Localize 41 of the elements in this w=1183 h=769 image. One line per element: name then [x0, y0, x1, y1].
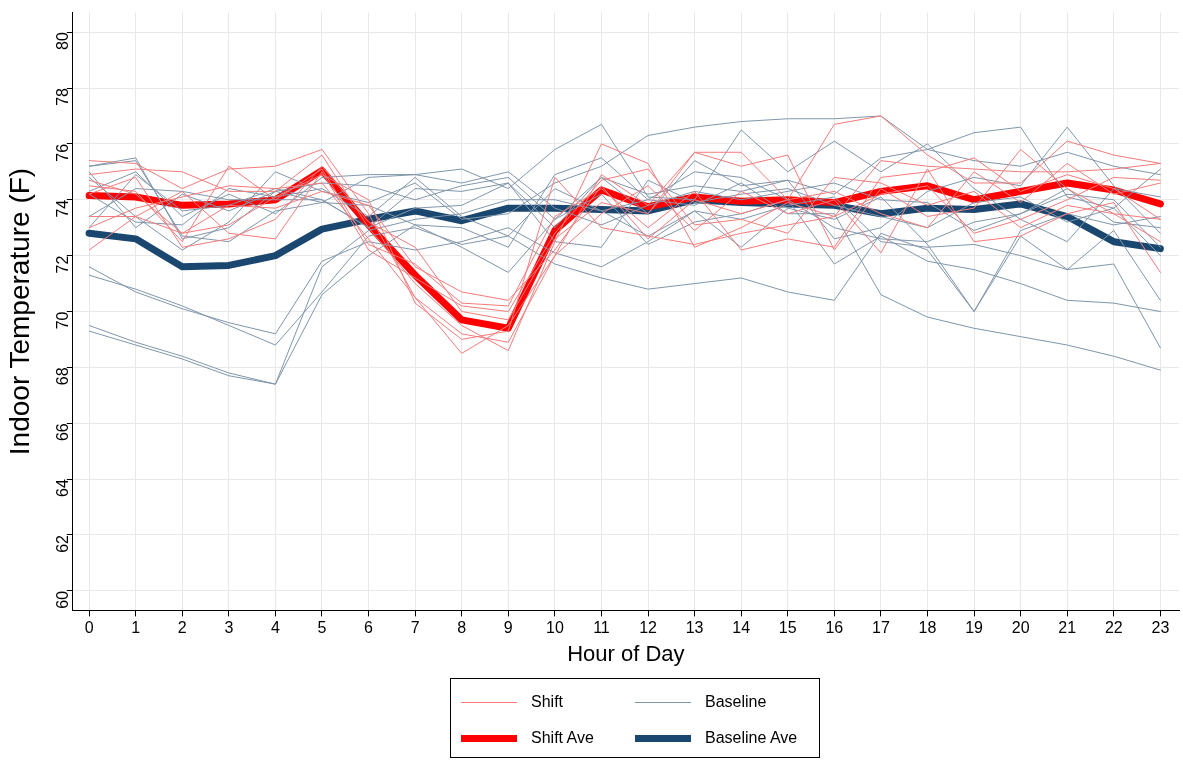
y-tick-label: 80 [54, 32, 72, 50]
legend-label: Baseline Ave [705, 729, 798, 747]
x-tick-label: 0 [84, 619, 94, 637]
x-tick-label: 15 [778, 619, 797, 637]
y-tick-label: 66 [54, 423, 72, 442]
x-tick-label: 4 [270, 619, 280, 637]
x-tick-label: 3 [224, 619, 234, 637]
y-tick-label: 70 [54, 311, 72, 330]
x-tick-label: 1 [131, 619, 141, 637]
x-axis-title: Hour of Day [567, 640, 685, 666]
y-tick-label: 78 [54, 87, 72, 106]
legend-label: Shift Ave [531, 729, 594, 747]
x-tick-label: 19 [965, 619, 984, 637]
y-tick-label: 60 [54, 590, 72, 609]
x-tick-label: 13 [685, 619, 704, 637]
x-tick-label: 16 [825, 619, 844, 637]
x-tick-label: 17 [872, 619, 890, 637]
x-tick-label: 21 [1058, 619, 1077, 637]
y-tick-label: 62 [54, 534, 72, 553]
y-tick-label: 64 [54, 479, 72, 497]
x-tick-label: 20 [1011, 619, 1030, 637]
y-tick-label: 68 [54, 367, 72, 386]
x-tick-label: 2 [177, 619, 187, 637]
x-tick-label: 14 [732, 619, 751, 637]
x-tick-label: 12 [639, 619, 658, 637]
y-tick-label: 72 [54, 255, 72, 274]
x-tick-label: 7 [410, 619, 420, 637]
x-tick-label: 9 [503, 619, 513, 637]
x-tick-label: 8 [457, 619, 467, 637]
legend-label: Shift [531, 693, 564, 711]
x-tick-label: 22 [1104, 619, 1123, 637]
x-tick-label: 5 [317, 619, 327, 637]
x-tick-label: 18 [918, 619, 937, 637]
x-tick-label: 6 [364, 619, 374, 637]
legend-label: Baseline [705, 693, 767, 711]
x-tick-label: 10 [545, 619, 564, 637]
x-tick-label: 23 [1151, 619, 1170, 637]
y-tick-label: 74 [54, 199, 72, 218]
y-tick-label: 76 [54, 143, 72, 162]
x-tick-label: 11 [593, 619, 610, 637]
y-axis-title: Indoor Temperature (F) [3, 167, 35, 456]
